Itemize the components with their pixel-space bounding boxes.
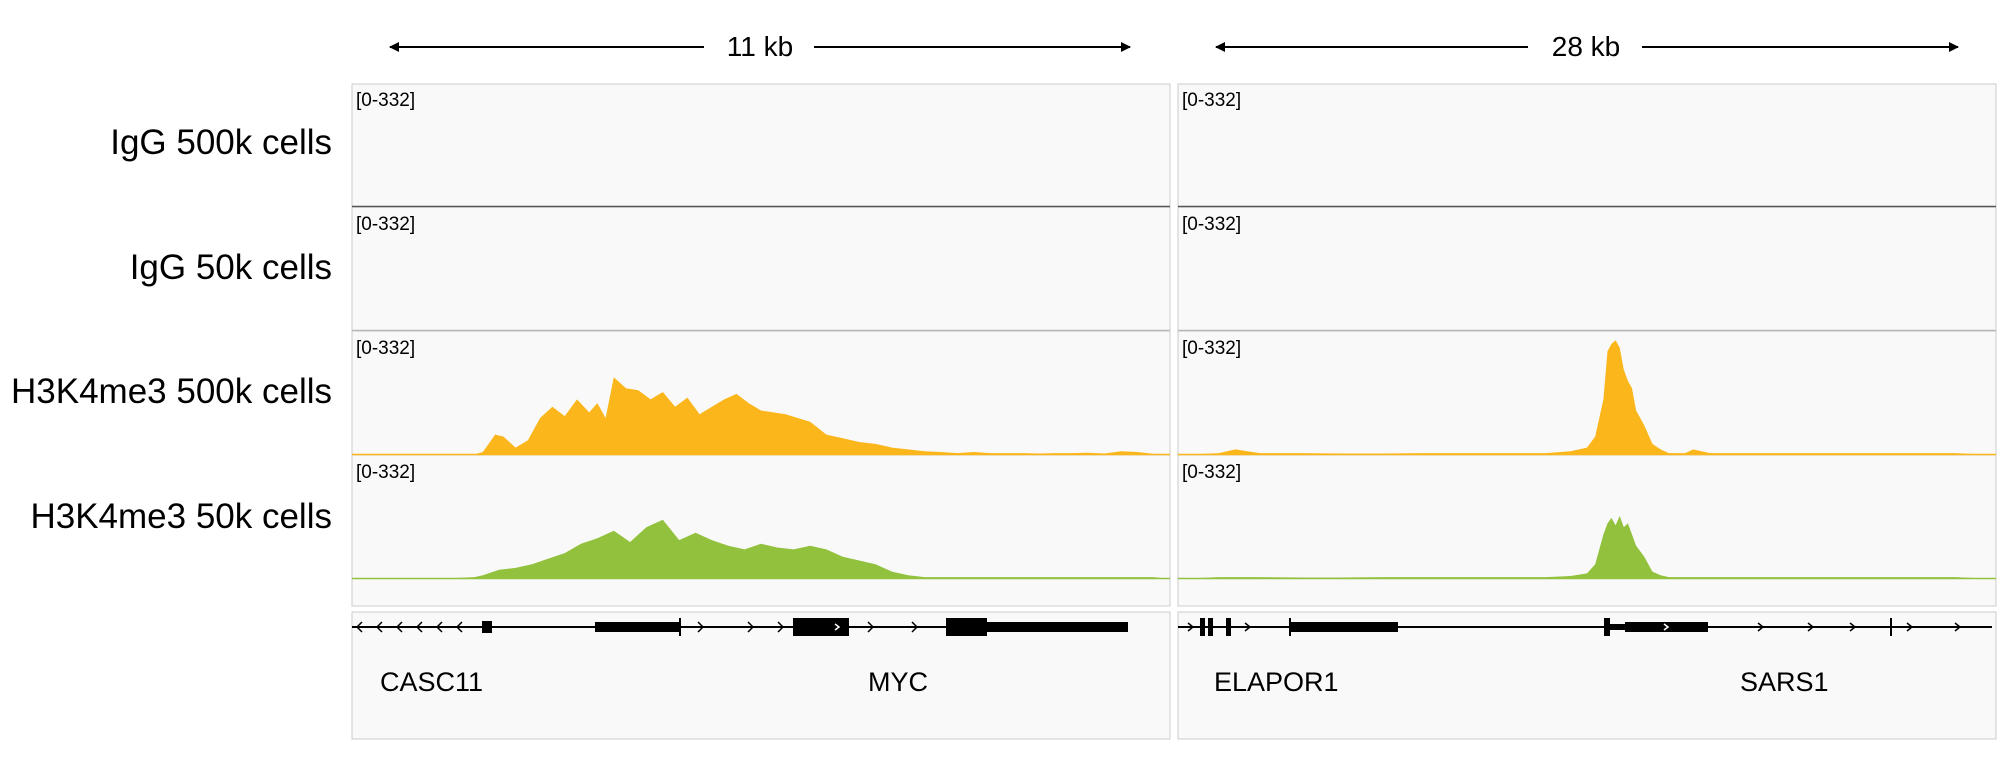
gene-annotations-right: ELAPOR1 SARS1 xyxy=(1178,618,1992,697)
gene-exon xyxy=(595,622,681,632)
gene-exon xyxy=(946,618,987,636)
gene-strand-arrow xyxy=(355,621,463,633)
range-label: [0-332] xyxy=(1182,214,1241,235)
left-gene-panel-bg xyxy=(351,611,1171,740)
gene-exon xyxy=(1625,622,1708,632)
gene-exon xyxy=(1200,618,1205,636)
range-label: [0-332] xyxy=(356,462,415,483)
coverage-area xyxy=(352,519,1170,579)
track-label: H3K4me3 500k cells xyxy=(11,372,332,411)
range-label: [0-332] xyxy=(1182,338,1241,359)
range-label: [0-332] xyxy=(356,338,415,359)
coverage-layer xyxy=(352,205,1996,580)
coverage-area xyxy=(352,377,1170,455)
gene-exon xyxy=(1610,624,1625,630)
track-label: IgG 50k cells xyxy=(129,248,332,287)
gene-label: SARS1 xyxy=(1740,667,1829,697)
gene-strand-arrow xyxy=(1906,622,1962,632)
gene-strand-arrow xyxy=(1187,622,1195,632)
range-label: [0-332] xyxy=(1182,462,1241,483)
range-label: [0-332] xyxy=(356,90,415,111)
track-label: IgG 500k cells xyxy=(110,123,332,162)
gene-exon xyxy=(987,622,1128,632)
range-label: [0-332] xyxy=(1182,90,1241,111)
track-label: H3K4me3 50k cells xyxy=(30,497,332,536)
range-label: [0-332] xyxy=(356,214,415,235)
gene-label: MYC xyxy=(868,667,928,697)
scale-bar-left: 11 kb xyxy=(389,31,1131,62)
gene-exon xyxy=(793,618,849,636)
left-panel-bg xyxy=(351,83,1171,607)
gene-strand-arrow xyxy=(834,623,841,631)
gene-annotations-left: CASC11 MYC xyxy=(352,618,1128,697)
gene-exon xyxy=(1226,618,1231,636)
gene-strand-arrow xyxy=(697,621,785,633)
gene-strand-arrow xyxy=(1244,622,1252,632)
scale-bar-right: 28 kb xyxy=(1215,31,1959,62)
scale-label: 28 kb xyxy=(1552,31,1621,62)
right-gene-panel-bg xyxy=(1177,611,1997,740)
gene-strand-arrow xyxy=(867,621,919,633)
gene-exon xyxy=(1604,618,1610,636)
gene-exon xyxy=(1290,622,1398,632)
gene-label: CASC11 xyxy=(380,667,483,697)
gene-strand-arrow xyxy=(1663,623,1670,631)
right-panel-bg xyxy=(1177,83,1997,607)
gene-label: ELAPOR1 xyxy=(1214,667,1339,697)
gene-exon xyxy=(482,621,492,633)
gene-exon xyxy=(1208,618,1213,636)
scale-label: 11 kb xyxy=(727,31,793,62)
gene-strand-arrow xyxy=(1757,622,1857,632)
